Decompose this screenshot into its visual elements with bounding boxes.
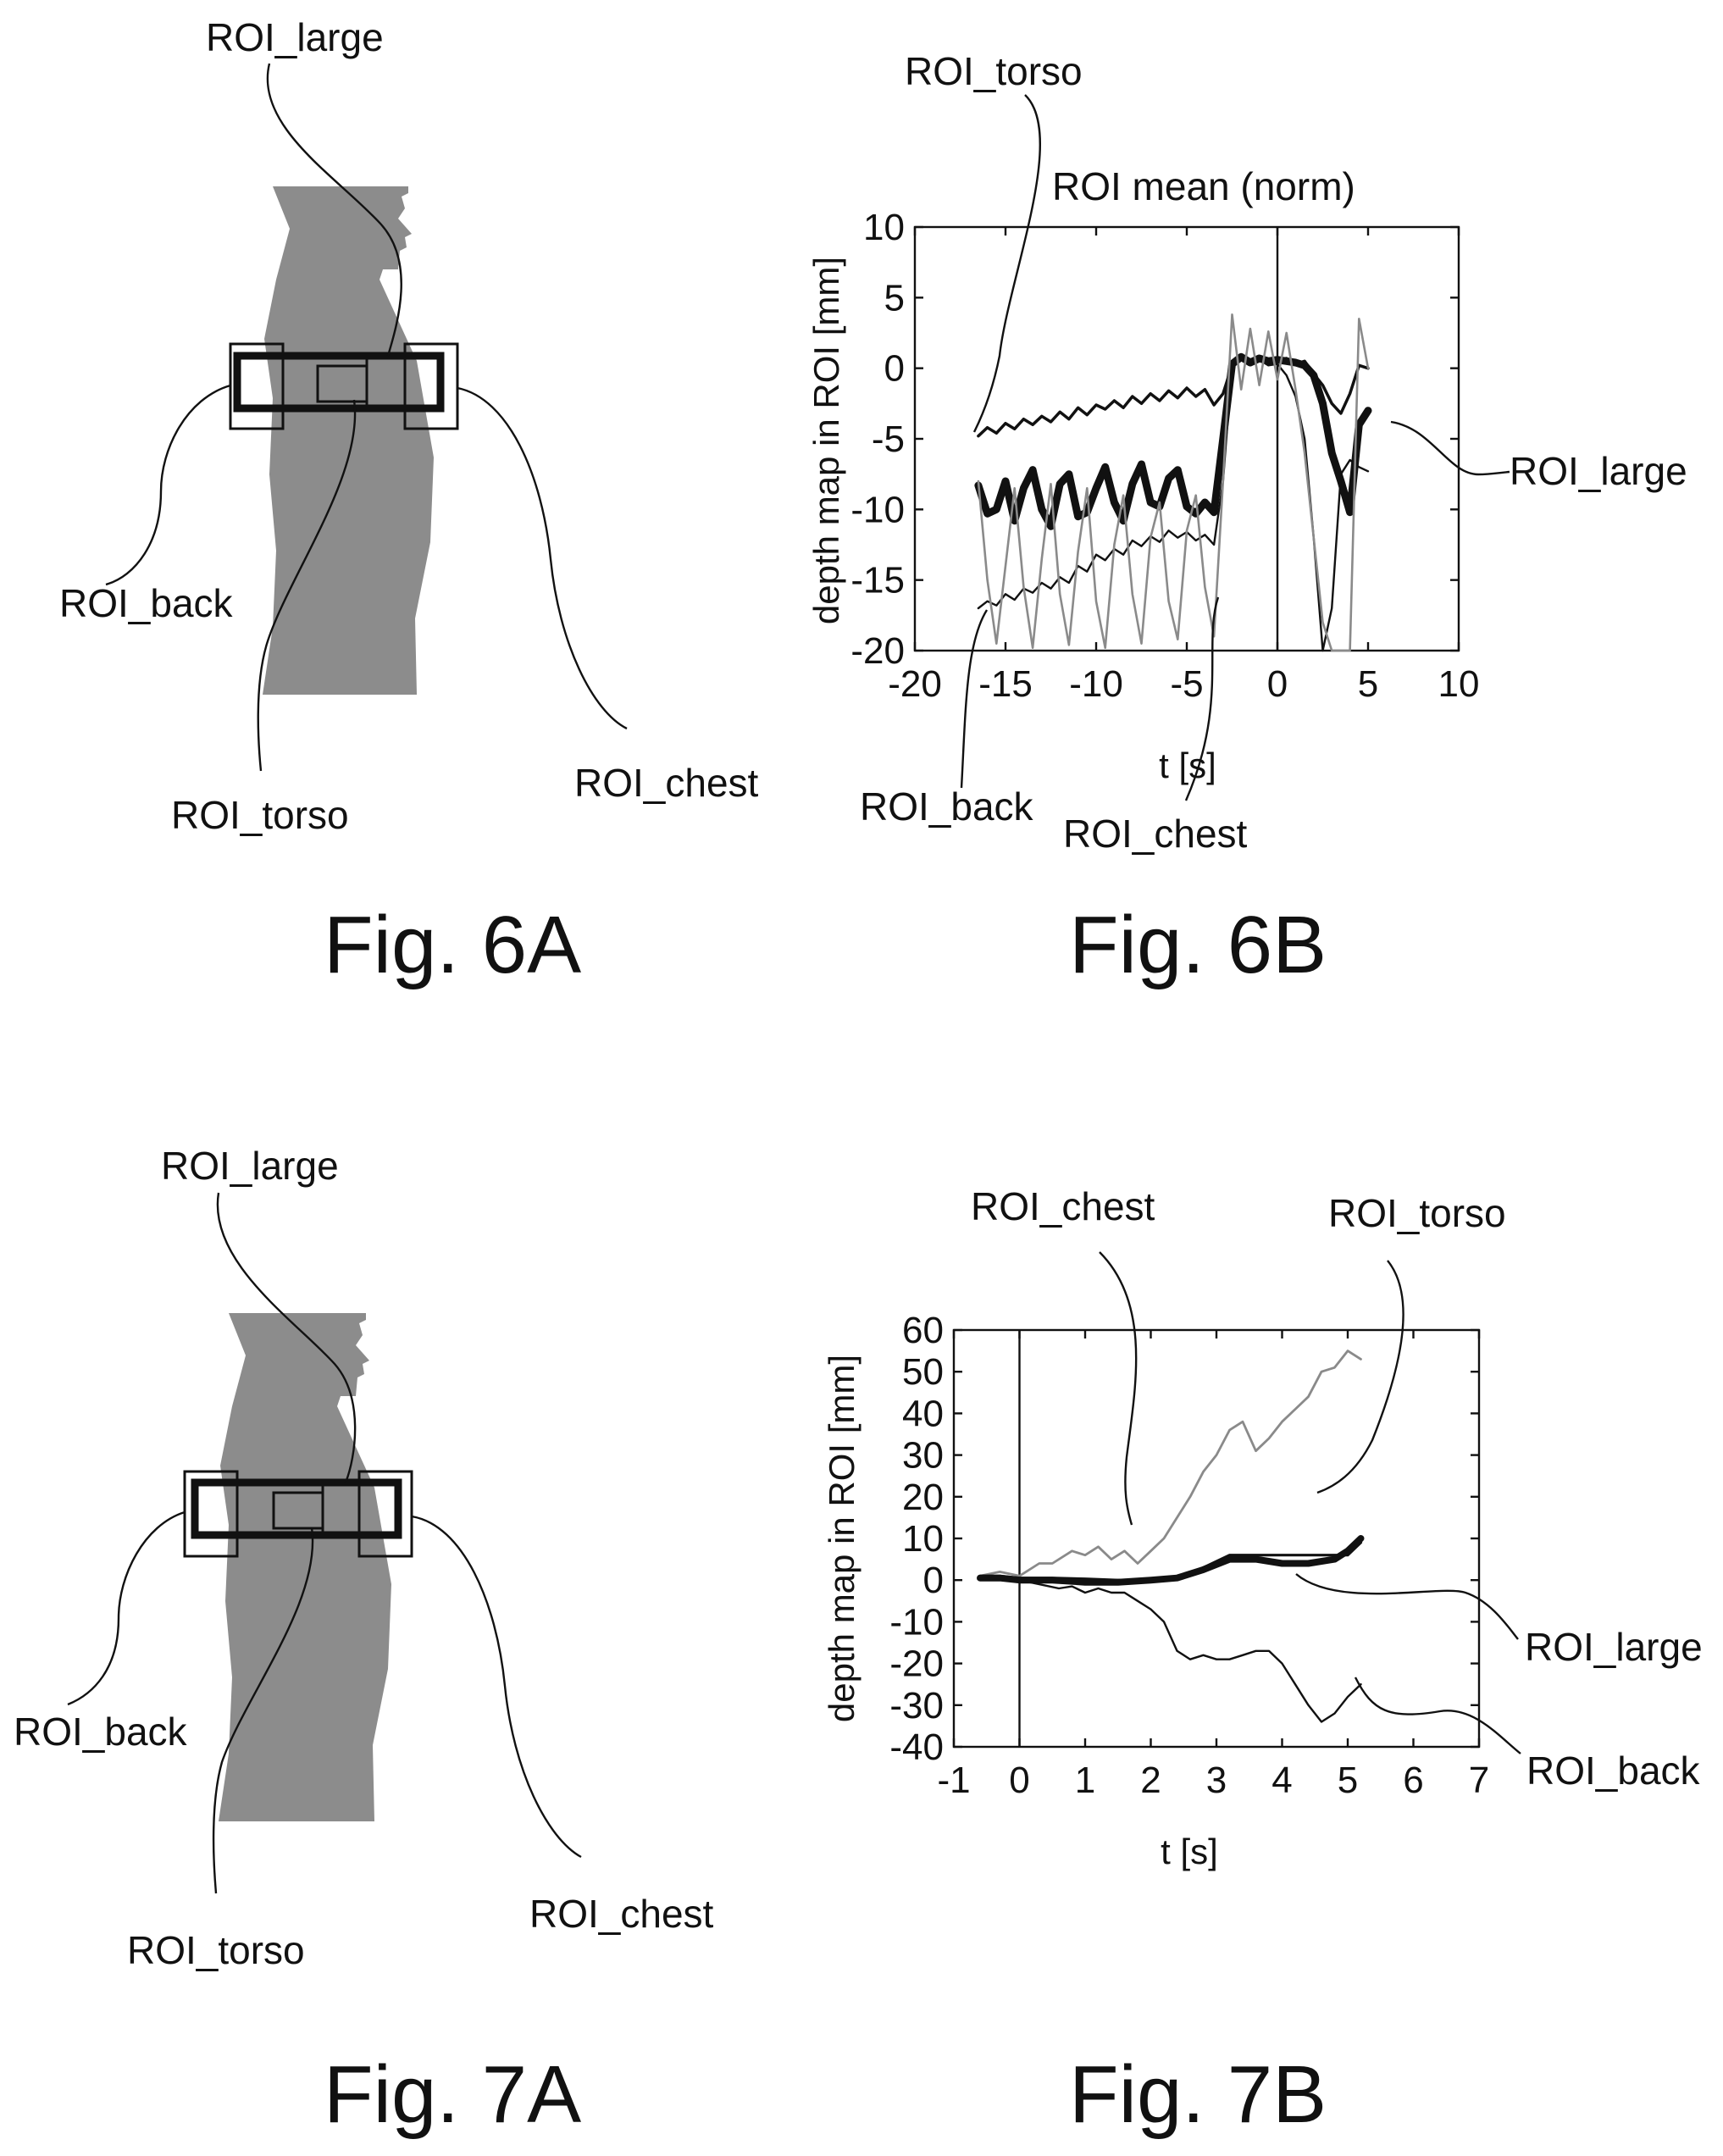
fig7b-y-tick-label: -20 xyxy=(889,1643,944,1685)
fig6a-label-roi-back: ROI_back xyxy=(59,581,234,625)
fig7a-leader-large xyxy=(216,1192,357,1483)
fig6b-series-roi-back xyxy=(977,358,1370,652)
fig6b-y-tick-label: -20 xyxy=(850,630,905,672)
fig7a-leader-back xyxy=(67,1510,186,1706)
fig6a-illustration: ROI_large ROI_back ROI_torso ROI_chest F… xyxy=(59,15,759,990)
fig7b-y-tick-label: 20 xyxy=(902,1477,944,1518)
fig6a-label-roi-large: ROI_large xyxy=(206,15,384,59)
fig6a-leader-chest xyxy=(457,386,628,730)
fig6a-leader-large xyxy=(266,63,402,357)
fig6b-y-tick-label: 0 xyxy=(884,348,905,390)
fig6a-leader-back xyxy=(105,384,231,586)
fig7b-x-tick-label: 3 xyxy=(1206,1760,1227,1801)
fig7a-leader-torso xyxy=(212,1527,314,1894)
fig6b-series-roi-large xyxy=(974,352,1372,530)
fig7a-body-silhouette xyxy=(219,1313,391,1821)
fig6b-label-roi-large: ROI_large xyxy=(1510,449,1687,493)
fig7b-x-axis-label: t [s] xyxy=(1161,1832,1218,1871)
fig6b-label-roi-back: ROI_back xyxy=(860,784,1034,829)
fig7a-roi-large-box xyxy=(191,1478,402,1539)
fig7b-plot-frame xyxy=(952,1328,1481,1749)
fig7b-x-tick-label: 0 xyxy=(1009,1760,1029,1801)
fig7b-label-roi-torso: ROI_torso xyxy=(1328,1191,1506,1235)
fig6a-caption: Fig. 6A xyxy=(324,900,581,990)
fig7b-y-axis-label: depth map in ROI [mm] xyxy=(822,1355,862,1722)
fig6b-series-roi-chest xyxy=(977,313,1370,652)
fig6b-y-tick-label: -5 xyxy=(872,418,905,460)
fig6a-label-roi-chest: ROI_chest xyxy=(574,761,759,805)
fig7b-label-roi-large: ROI_large xyxy=(1525,1625,1703,1669)
fig7a-label-roi-back: ROI_back xyxy=(14,1710,188,1754)
fig6a-body-silhouette xyxy=(263,186,434,695)
fig7b-y-tick-label: 0 xyxy=(923,1560,944,1601)
fig7b-y-tick-label: -40 xyxy=(889,1726,944,1768)
fig6b-y-tick-label: 5 xyxy=(884,277,905,319)
fig7b-series-roi-back xyxy=(978,1575,1362,1723)
fig6b-leader-back xyxy=(960,609,989,789)
fig7b-y-tick-label: 50 xyxy=(902,1351,944,1393)
fig6a-leader-torso xyxy=(257,399,357,772)
fig6b-y-tick-label: -10 xyxy=(850,489,905,530)
fig7b-series-roi-large xyxy=(977,1535,1365,1586)
fig7b-y-tick-label: -10 xyxy=(889,1601,944,1643)
fig6b-x-tick-label: 0 xyxy=(1267,663,1288,705)
fig7b-caption: Fig. 7B xyxy=(1069,2049,1327,2140)
fig7b-x-tick-label: 5 xyxy=(1338,1760,1358,1801)
fig7a-label-roi-chest: ROI_chest xyxy=(529,1892,714,1936)
fig6b-y-tick-label: -15 xyxy=(850,560,905,601)
fig6b-y-tick-label: 10 xyxy=(863,207,905,248)
fig7b-series-roi-chest xyxy=(978,1350,1362,1577)
fig6b-caption: Fig. 6B xyxy=(1069,900,1327,990)
fig7b-y-tick-label: 40 xyxy=(902,1393,944,1434)
fig7b-leader-back xyxy=(1354,1677,1521,1754)
fig7b-x-tick-label: 7 xyxy=(1469,1760,1489,1801)
fig6b-plot-frame xyxy=(913,225,1460,652)
fig7b-x-tick-label: 1 xyxy=(1075,1760,1095,1801)
fig7b-leader-large xyxy=(1295,1573,1519,1640)
fig6b-x-tick-label: 10 xyxy=(1438,663,1480,705)
fig6b-x-tick-label: 5 xyxy=(1358,663,1378,705)
fig6b-y-axis-label: depth map in ROI [mm] xyxy=(806,257,846,624)
fig7b-x-tick-label: -1 xyxy=(937,1760,970,1801)
fig6a-roi-large-box xyxy=(233,352,445,413)
fig7a-caption: Fig. 7A xyxy=(324,2049,581,2140)
fig7b-y-tick-label: 10 xyxy=(902,1518,944,1560)
fig6a-label-roi-torso: ROI_torso xyxy=(171,793,349,837)
fig7b-leader-torso xyxy=(1316,1260,1404,1494)
fig6b-x-tick-label: -10 xyxy=(1069,663,1123,705)
fig6b-title: ROI mean (norm) xyxy=(1052,164,1355,208)
fig6b-leader-large xyxy=(1390,420,1510,476)
fig7a-illustration: ROI_large ROI_back ROI_torso ROI_chest F… xyxy=(14,1144,714,2140)
fig7b-y-tick-label: -30 xyxy=(889,1685,944,1726)
fig6b-label-roi-chest: ROI_chest xyxy=(1063,812,1248,856)
fig6b-x-tick-label: -15 xyxy=(978,663,1033,705)
fig6b-x-tick-label: -20 xyxy=(888,663,942,705)
fig7b-y-tick-label: 30 xyxy=(902,1435,944,1477)
fig7b-x-tick-label: 2 xyxy=(1140,1760,1161,1801)
fig6b-x-axis-label: t [s] xyxy=(1159,745,1216,785)
fig7a-label-roi-large: ROI_large xyxy=(161,1144,339,1188)
fig6b-chart: -20 -15 -10 -5 0 5 10 10 5 0 -5 -10 -15 -20 depth map… xyxy=(806,49,1687,990)
fig7a-leader-chest xyxy=(411,1515,582,1859)
fig7b-y-tick-label: 60 xyxy=(902,1310,944,1351)
fig6b-leader-torso xyxy=(972,94,1042,433)
fig7a-label-roi-torso: ROI_torso xyxy=(127,1928,305,1972)
fig7b-leader-chest xyxy=(1099,1251,1138,1526)
fig7b-label-roi-back: ROI_back xyxy=(1526,1749,1701,1793)
fig6b-leader-chest xyxy=(1184,596,1220,801)
fig6b-x-tick-label: -5 xyxy=(1170,663,1203,705)
fig6b-label-roi-torso: ROI_torso xyxy=(905,49,1083,93)
fig7b-label-roi-chest: ROI_chest xyxy=(971,1184,1155,1228)
fig7b-x-tick-label: 6 xyxy=(1403,1760,1423,1801)
fig7b-x-tick-label: 4 xyxy=(1271,1760,1292,1801)
